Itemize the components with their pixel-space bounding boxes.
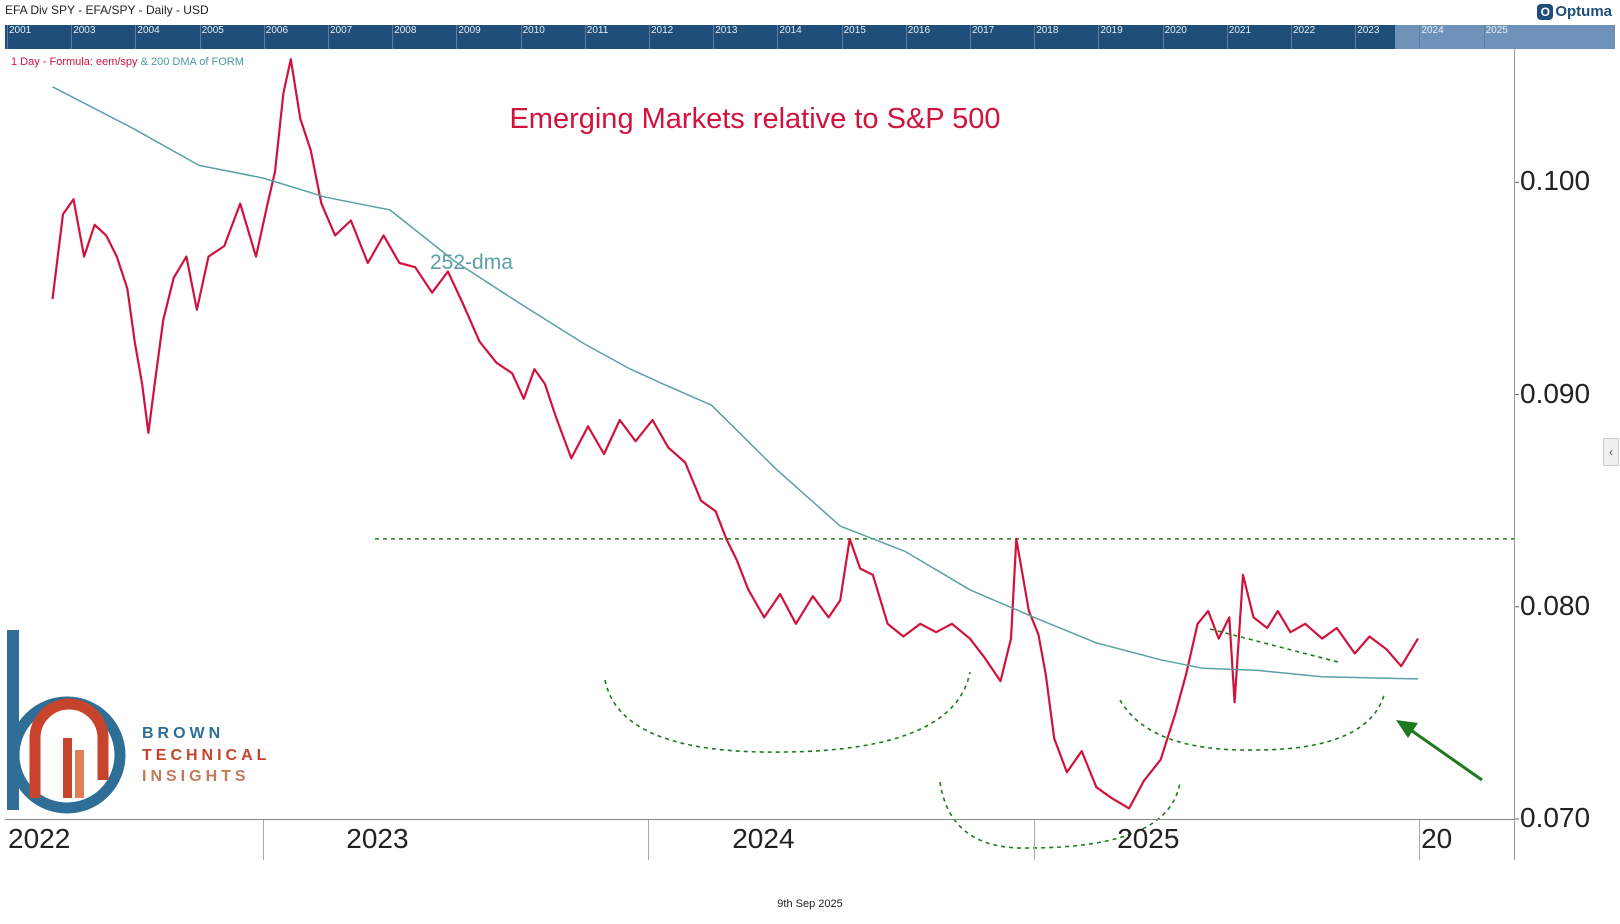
strip-tick — [1034, 25, 1036, 49]
y-tick-label: 0.090 — [1520, 377, 1591, 409]
strip-year-label: 2006 — [265, 25, 289, 36]
rounding-bottom-arc-1 — [604, 671, 971, 753]
strip-year-label: 2004 — [137, 25, 160, 36]
strip-tick — [71, 25, 73, 49]
strip-year-label: 2015 — [843, 25, 866, 36]
ratio-series-line — [51, 58, 1419, 810]
strip-tick — [841, 25, 843, 49]
descending-trendline — [1209, 628, 1339, 663]
strip-tick — [1098, 25, 1100, 49]
dma-annotation: 252-dma — [430, 251, 513, 274]
x-axis — [5, 819, 1514, 860]
strip-tick — [584, 25, 586, 49]
strip-tick — [1226, 25, 1228, 49]
strip-tick — [7, 25, 8, 49]
rounding-bottom-arc-3 — [1119, 691, 1386, 751]
strip-tick — [199, 25, 201, 49]
strip-tick — [777, 25, 779, 49]
x-tick-label: 2025 — [1117, 823, 1180, 854]
brand-logo: BROWN TECHNICAL INSIGHTS — [5, 630, 275, 850]
strip-tick — [649, 25, 650, 49]
strip-tick — [392, 25, 394, 49]
arrow-shaft — [1404, 724, 1483, 782]
strip-tick — [1419, 25, 1421, 49]
strip-year-label: 2003 — [73, 25, 96, 36]
strip-year-label: 2013 — [715, 25, 738, 36]
x-year-separator — [1034, 820, 1036, 860]
x-year-separator — [648, 820, 650, 860]
strip-year-label: 2017 — [972, 25, 995, 36]
strip-year-label: 2008 — [394, 25, 417, 36]
dma-series-line — [52, 86, 1419, 680]
overview-timeline-strip[interactable]: 2001 2003 2004 2005 2006 2007 2008 2009 2010 2011… — [5, 25, 1615, 49]
strip-tick — [905, 25, 907, 49]
strip-year-label: 2022 — [1293, 25, 1316, 36]
strip-year-label: 2021 — [1228, 25, 1252, 36]
arrow-head — [1396, 720, 1418, 738]
x-tick-label: 2023 — [346, 823, 409, 854]
collapse-panel-button[interactable]: ‹ — [1603, 438, 1619, 466]
strip-year-label: 2020 — [1164, 25, 1187, 36]
series-legend: 1 Day - Formula: eem/spy & 200 DMA of FO… — [11, 56, 244, 68]
strip-tick — [456, 25, 458, 49]
legend-ratio-label: 1 Day - Formula: eem/spy — [11, 56, 138, 68]
strip-year-label: 2025 — [1485, 25, 1508, 36]
strip-tick — [1483, 25, 1485, 49]
optuma-icon: O — [1537, 3, 1554, 20]
strip-year-label: 2018 — [1036, 25, 1059, 36]
strip-tick — [1355, 25, 1357, 49]
strip-year-label: 2005 — [201, 25, 224, 36]
strip-tick — [520, 25, 522, 49]
y-tick-label: 0.100 — [1520, 165, 1591, 197]
strip-tick — [1162, 25, 1164, 49]
x-tick-label: 2024 — [732, 823, 795, 854]
strip-tick — [263, 25, 265, 49]
strip-year-label: 2011 — [586, 25, 609, 36]
strip-year-label: 2012 — [651, 25, 674, 36]
x-year-separator — [263, 820, 265, 860]
strip-year-label: 2009 — [458, 25, 481, 36]
legend-dma-label: & 200 DMA of FORM — [140, 56, 244, 68]
strip-tick — [135, 25, 137, 49]
strip-year-label: 2007 — [330, 25, 353, 36]
strip-year-label: 2024 — [1421, 25, 1444, 36]
y-tick-label: 0.080 — [1520, 589, 1591, 621]
footer-date: 9th Sep 2025 — [777, 898, 843, 910]
optuma-brand: Optuma — [1555, 3, 1612, 20]
chart-title: Emerging Markets relative to S&P 500 — [509, 103, 1001, 135]
optuma-logo: O Optuma — [1537, 3, 1612, 20]
y-tick-label: 0.070 — [1520, 802, 1591, 833]
overview-selection[interactable] — [1395, 25, 1615, 49]
x-tick-label: 2022 — [8, 823, 71, 854]
strip-tick — [970, 25, 971, 49]
strip-year-label: 2010 — [522, 25, 545, 36]
brand-line-2: TECHNICAL — [142, 747, 271, 764]
strip-tick — [713, 25, 715, 49]
chart-header-title: EFA Div SPY - EFA/SPY - Daily - USD — [5, 3, 209, 17]
x-tick-label: 20 — [1421, 823, 1453, 854]
strip-year-label: 2014 — [779, 25, 802, 36]
strip-year-label: 2019 — [1100, 25, 1123, 36]
strip-year-label: 2016 — [907, 25, 931, 36]
strip-year-label: 2001 — [9, 25, 32, 36]
brand-logo-mark — [7, 630, 126, 814]
strip-year-label: 2023 — [1357, 25, 1380, 36]
brand-line-1: BROWN — [142, 725, 225, 742]
x-year-separator — [1419, 820, 1421, 860]
strip-tick — [1291, 25, 1292, 49]
axis-divider — [1514, 49, 1515, 860]
brand-line-3: INSIGHTS — [142, 768, 250, 785]
strip-tick — [328, 25, 329, 49]
